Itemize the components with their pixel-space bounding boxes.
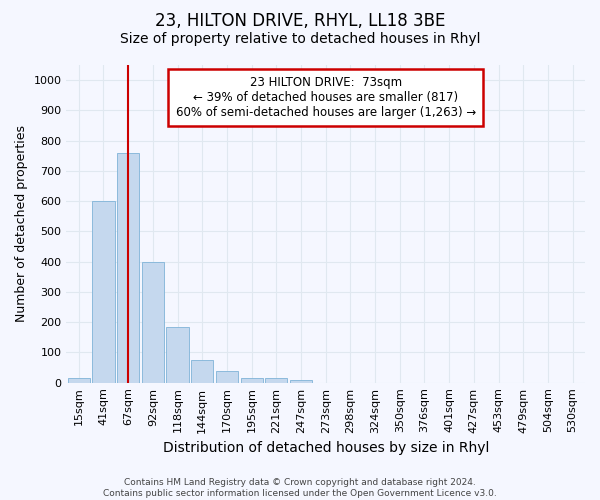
Text: Size of property relative to detached houses in Rhyl: Size of property relative to detached ho…: [120, 32, 480, 46]
Bar: [142, 262, 164, 382]
Bar: [68, 378, 90, 382]
Bar: [117, 152, 139, 382]
Bar: [265, 378, 287, 382]
Bar: [290, 380, 312, 382]
Bar: [92, 201, 115, 382]
X-axis label: Distribution of detached houses by size in Rhyl: Distribution of detached houses by size …: [163, 441, 489, 455]
Bar: [216, 370, 238, 382]
Text: 23 HILTON DRIVE:  73sqm
← 39% of detached houses are smaller (817)
60% of semi-d: 23 HILTON DRIVE: 73sqm ← 39% of detached…: [176, 76, 476, 119]
Bar: [241, 378, 263, 382]
Bar: [166, 326, 188, 382]
Y-axis label: Number of detached properties: Number of detached properties: [15, 126, 28, 322]
Bar: [191, 360, 214, 382]
Text: Contains HM Land Registry data © Crown copyright and database right 2024.
Contai: Contains HM Land Registry data © Crown c…: [103, 478, 497, 498]
Text: 23, HILTON DRIVE, RHYL, LL18 3BE: 23, HILTON DRIVE, RHYL, LL18 3BE: [155, 12, 445, 30]
